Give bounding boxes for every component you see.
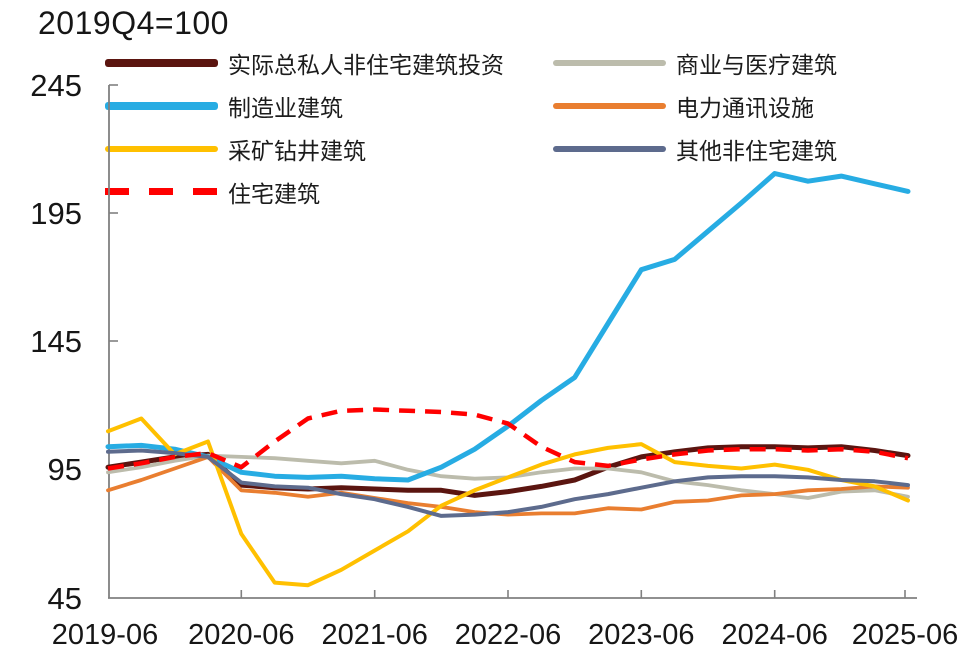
legend-label-mining: 采矿钻井建筑 [228,137,366,164]
legend-item-commercial: 商业与医疗建筑 [553,41,969,84]
legend-item-manufacturing: 制造业建筑 [105,84,553,127]
x-tick-label: 2021-06 [321,619,427,651]
line-total-private-nonresidential [105,444,911,498]
line-mining-drilling [106,416,910,588]
x-tick-label: 2024-06 [721,619,827,651]
series-lines [105,171,911,588]
legend-label-commercial: 商业与医疗建筑 [676,51,837,78]
x-tick-label: 2023-06 [588,619,694,651]
legend-item-power: 电力通讯设施 [553,84,969,127]
chart-legend: 实际总私人非住宅建筑投资 制造业建筑 采矿钻井建筑 住宅建筑 商业与医疗建筑 [105,41,969,213]
legend-item-mining: 采矿钻井建筑 [105,127,553,170]
chart-title: 2019Q4=100 [38,5,229,41]
x-axis-labels: 2019-06 2020-06 2021-06 2022-06 2023-06 … [52,619,958,651]
legend-label-total: 实际总私人非住宅建筑投资 [228,51,504,78]
legend-label-other: 其他非住宅建筑 [676,137,837,164]
line-residential [107,407,909,471]
legend-label-power: 电力通讯设施 [676,94,814,121]
y-tick-label: 45 [48,581,82,616]
line-power-telecom [106,454,910,517]
legend-item-other: 其他非住宅建筑 [553,127,969,170]
legend-swatch-residential [105,188,218,195]
legend-swatch-other [553,145,666,152]
x-tick-label: 2022-06 [455,619,561,651]
axes [108,84,917,599]
y-axis-labels: 245 195 145 95 45 [30,68,82,616]
legend-swatch-commercial [553,59,666,66]
y-tick-label: 195 [30,196,82,231]
line-manufacturing [105,171,911,483]
line-other-nonresidential [106,448,910,518]
x-tick-label: 2025-06 [852,619,958,651]
legend-swatch-mining [105,145,218,152]
legend-label-residential: 住宅建筑 [228,180,320,207]
y-tick-label: 145 [30,324,82,359]
legend-swatch-total [105,58,218,67]
legend-column-right: 商业与医疗建筑 电力通讯设施 其他非住宅建筑 [553,41,969,213]
legend-swatch-manufacturing [105,101,218,110]
y-tick-label: 95 [48,452,82,487]
legend-swatch-power [553,102,666,109]
legend-label-manufacturing: 制造业建筑 [228,94,343,121]
y-tick-label: 245 [30,68,82,103]
legend-item-residential: 住宅建筑 [105,170,553,213]
x-tick-label: 2020-06 [188,619,294,651]
legend-column-left: 实际总私人非住宅建筑投资 制造业建筑 采矿钻井建筑 住宅建筑 [105,41,553,213]
x-tick-label: 2019-06 [52,619,158,651]
legend-item-total: 实际总私人非住宅建筑投资 [105,41,553,84]
